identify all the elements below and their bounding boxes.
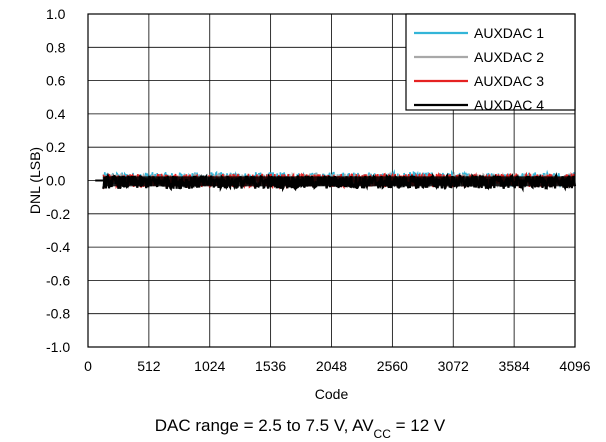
legend-box — [405, 13, 576, 111]
legend-label-1: AUXDAC 1 — [474, 25, 544, 41]
y-tick-label: 0.8 — [46, 39, 66, 55]
y-tick-label: 0.4 — [46, 106, 66, 122]
y-tick-label: 1.0 — [46, 6, 66, 22]
x-tick-label: 1024 — [194, 358, 225, 374]
x-axis-label: Code — [315, 386, 349, 402]
x-tick-label: 3072 — [438, 358, 469, 374]
x-tick-label: 512 — [137, 358, 161, 374]
y-tick-label: -0.8 — [46, 306, 70, 322]
x-tick-label: 4096 — [559, 358, 590, 374]
x-tick-label: 1536 — [255, 358, 286, 374]
y-tick-label: 0.6 — [46, 73, 66, 89]
series-dense-band — [103, 176, 575, 187]
caption-text-end: = 12 V — [391, 416, 446, 435]
caption-subscript: CC — [374, 427, 392, 441]
x-tick-label: 3584 — [499, 358, 530, 374]
plot-area-frame — [87, 13, 576, 348]
x-tick-label: 2560 — [377, 358, 408, 374]
y-tick-label: -0.4 — [46, 239, 70, 255]
series-layer — [95, 169, 577, 193]
y-tick-label: 0.0 — [46, 173, 66, 189]
grid-lines — [87, 13, 576, 348]
y-tick-labels: 1.0 0.8 0.6 0.4 0.2 0.0 -0.2 -0.4 -0.6 -0.8 -1.0 — [46, 6, 70, 355]
x-tick-label: 0 — [84, 358, 92, 374]
y-tick-label: -0.2 — [46, 206, 70, 222]
legend-label-4: AUXDAC 4 — [474, 97, 544, 113]
y-tick-label: -0.6 — [46, 272, 70, 288]
x-tick-labels: 0 512 1024 1536 2048 2560 3072 3584 4096 — [84, 358, 591, 374]
caption-text-main: DAC range = 2.5 to 7.5 V, AV — [155, 416, 374, 435]
legend: AUXDAC 1 AUXDAC 2 AUXDAC 3 AUXDAC 4 — [405, 13, 576, 113]
x-tick-label: 2048 — [316, 358, 347, 374]
chart-caption: DAC range = 2.5 to 7.5 V, AVCC = 12 V — [155, 416, 446, 441]
legend-label-3: AUXDAC 3 — [474, 73, 544, 89]
y-axis-label: DNL (LSB) — [27, 147, 43, 214]
legend-label-2: AUXDAC 2 — [474, 49, 544, 65]
y-tick-label: -1.0 — [46, 339, 70, 355]
y-tick-label: 0.2 — [46, 139, 66, 155]
